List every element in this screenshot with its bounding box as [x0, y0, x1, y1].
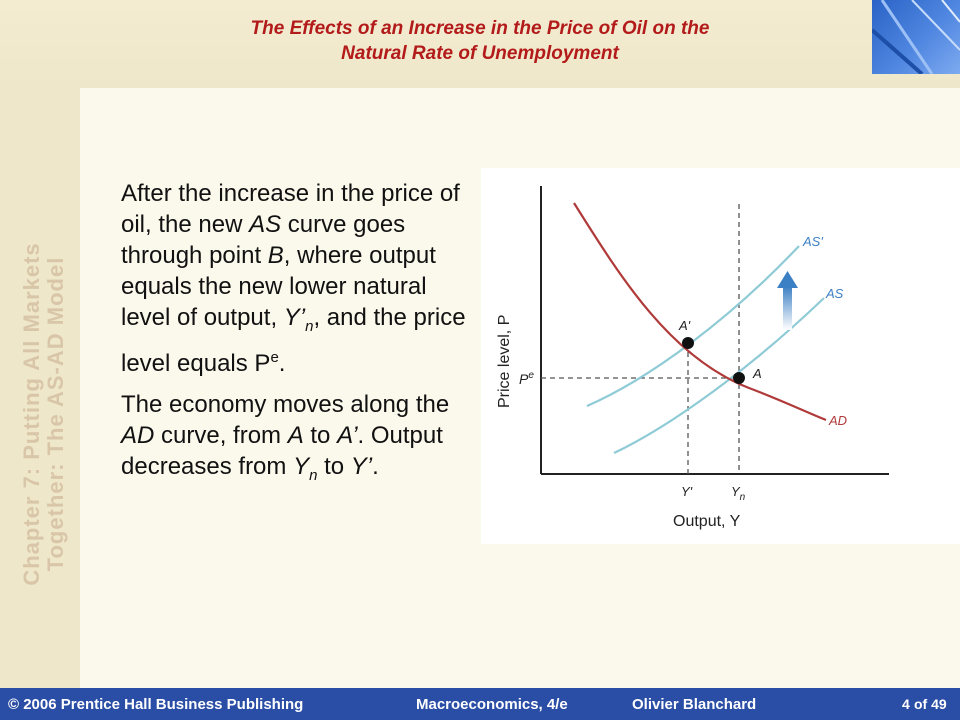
footer-bar: © 2006 Prentice Hall Business Publishing… [0, 688, 960, 720]
footer-page-number: 4 [902, 696, 910, 712]
chapter-side-label: Chapter 7: Putting All Markets Together:… [19, 184, 68, 644]
y-prime-tick-label: Y' [681, 484, 693, 499]
point-a-prime-label: A' [678, 318, 691, 333]
as-ad-diagram: Price level, P Output, Y Pe AS' AS AD A … [481, 168, 960, 544]
shift-arrow-icon [777, 271, 798, 330]
footer-page: 4 of 49 [902, 696, 947, 713]
publisher-logo-icon [872, 0, 960, 74]
slide-title-line1: The Effects of an Increase in the Price … [250, 18, 710, 39]
as-label: AS [825, 286, 844, 301]
as-prime-label: AS' [802, 234, 823, 249]
point-a-prime [682, 337, 694, 349]
footer-copyright: © 2006 Prentice Hall Business Publishing [8, 696, 304, 713]
slide-title-line2: Natural Rate of Unemployment [341, 43, 619, 64]
paragraph-1: After the increase in the price of oil, … [121, 180, 466, 377]
footer-page-total: of 49 [913, 696, 947, 712]
yn-tick-label: Yn [731, 484, 746, 503]
point-a-label: A [752, 366, 762, 381]
footer-book: Macroeconomics, 4/e [416, 696, 568, 713]
ad-label: AD [828, 413, 847, 428]
ad-curve [573, 202, 827, 422]
chapter-side-line1: Chapter 7: Putting All Markets [19, 242, 44, 586]
paragraph-2: The economy moves along the AD curve, fr… [121, 390, 450, 484]
y-axis-label: Price level, P [496, 315, 513, 408]
side-strip [0, 88, 80, 688]
point-a [733, 372, 745, 384]
slide-title: The Effects of an Increase in the Price … [130, 16, 830, 66]
pe-label: Pe [519, 370, 534, 387]
body-text: After the increase in the price of oil, … [121, 178, 471, 501]
title-band [0, 0, 960, 88]
as-curve [613, 297, 825, 454]
chapter-side-line2: Together: The AS-AD Model [43, 256, 68, 572]
x-axis-label: Output, Y [673, 513, 741, 530]
footer-author: Olivier Blanchard [632, 696, 757, 713]
